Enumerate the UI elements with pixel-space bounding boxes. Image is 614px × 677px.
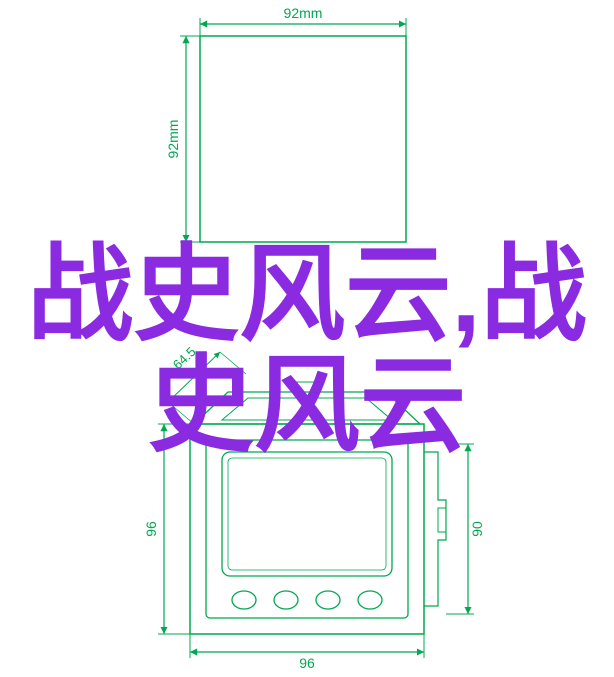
dim-depth: 64.5	[170, 344, 199, 372]
device-front-view: 96 96 90	[143, 424, 485, 671]
technical-drawing: 92mm 92mm 64.5	[0, 0, 614, 677]
dim-device-width: 96	[299, 655, 315, 671]
depth-assembly: 64.5	[168, 344, 420, 424]
dim-top-width: 92mm	[284, 5, 323, 21]
dim-device-inner-height: 90	[469, 521, 485, 537]
button-row	[232, 591, 382, 609]
dim-top-height: 92mm	[165, 120, 181, 159]
top-cutout-view: 92mm 92mm	[165, 5, 406, 242]
dim-device-height: 96	[143, 521, 159, 537]
